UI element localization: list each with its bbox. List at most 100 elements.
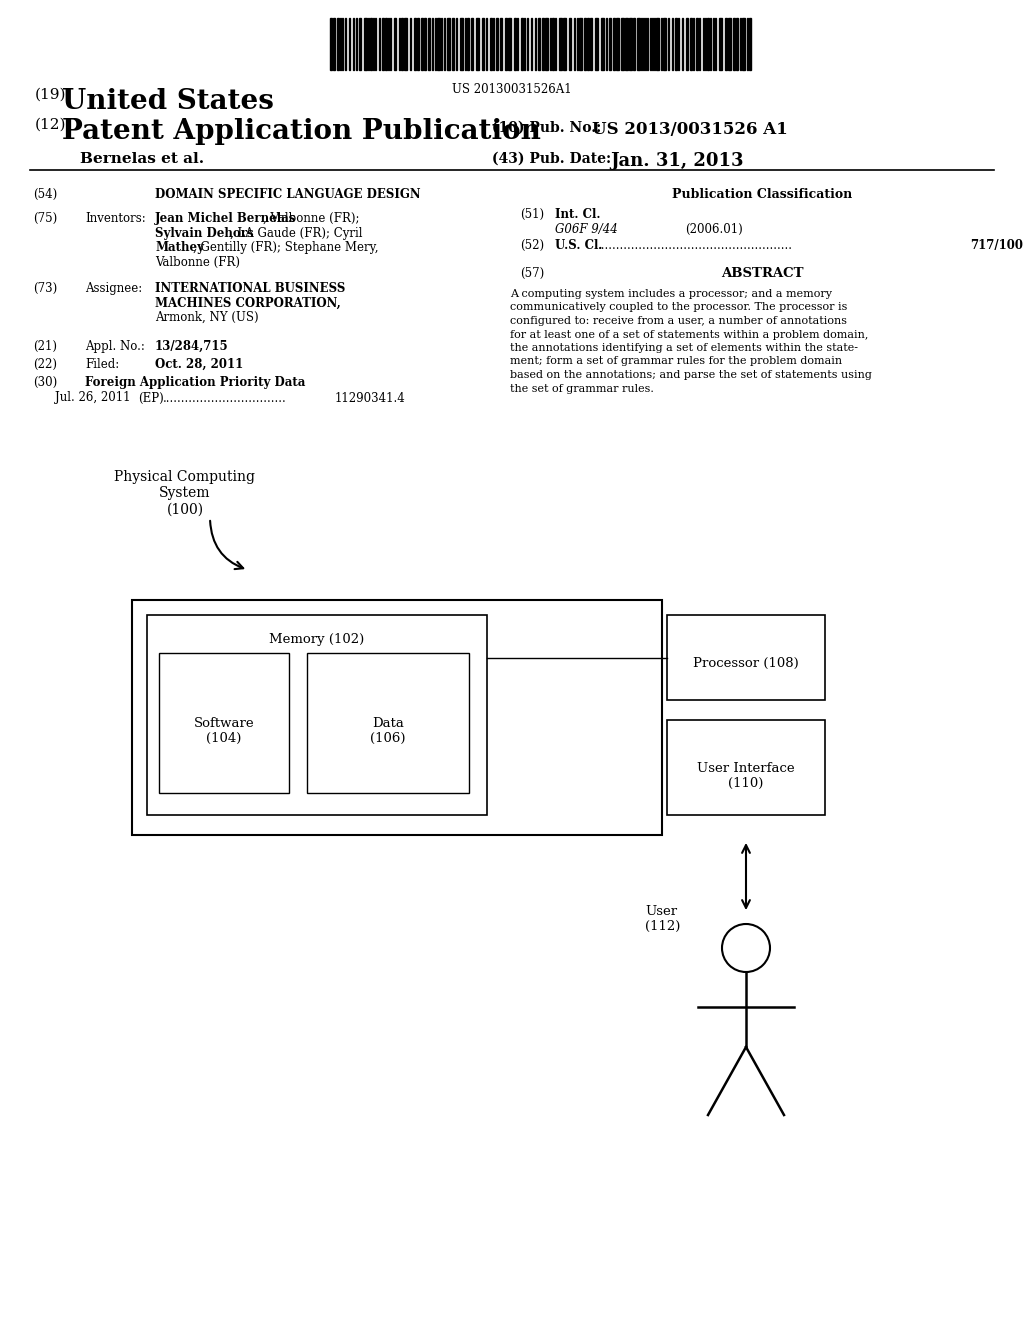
Bar: [132, 601, 662, 836]
Bar: [447, 18, 450, 70]
Bar: [359, 18, 361, 70]
Text: (57): (57): [520, 267, 544, 280]
Text: (22): (22): [33, 358, 57, 371]
Bar: [559, 18, 562, 70]
Bar: [686, 18, 688, 70]
Text: based on the annotations; and parse the set of statements using: based on the annotations; and parse the …: [510, 370, 871, 380]
Bar: [476, 18, 479, 70]
Text: 717/100: 717/100: [970, 239, 1023, 252]
Text: Foreign Application Priority Data: Foreign Application Priority Data: [85, 376, 305, 389]
Bar: [382, 18, 384, 70]
Bar: [385, 18, 387, 70]
Text: Data
(106): Data (106): [371, 717, 406, 744]
Text: 13/284,715: 13/284,715: [155, 341, 228, 352]
Bar: [725, 18, 727, 70]
Text: communicatively coupled to the processor. The processor is: communicatively coupled to the processor…: [510, 302, 848, 313]
Bar: [579, 18, 582, 70]
Bar: [621, 18, 624, 70]
Bar: [428, 18, 430, 70]
Bar: [330, 18, 332, 70]
Bar: [404, 18, 407, 70]
Bar: [159, 653, 289, 793]
Bar: [728, 18, 731, 70]
Bar: [587, 18, 589, 70]
Text: Appl. No.:: Appl. No.:: [85, 341, 144, 352]
Bar: [656, 18, 659, 70]
Bar: [545, 18, 548, 70]
Text: Processor (108): Processor (108): [693, 657, 799, 671]
Text: for at least one of a set of statements within a problem domain,: for at least one of a set of statements …: [510, 330, 868, 339]
Bar: [490, 18, 492, 70]
Bar: [633, 18, 635, 70]
Bar: [437, 18, 440, 70]
Bar: [370, 18, 372, 70]
Text: ....................................................: ........................................…: [598, 239, 793, 252]
Text: (19): (19): [35, 88, 67, 102]
Text: Jean Michel Bernelas: Jean Michel Bernelas: [155, 213, 296, 224]
Bar: [452, 18, 454, 70]
Text: (12): (12): [35, 117, 67, 132]
Text: Sylvain Dehors: Sylvain Dehors: [155, 227, 254, 239]
Bar: [505, 18, 507, 70]
FancyArrowPatch shape: [210, 521, 244, 569]
Bar: [508, 18, 511, 70]
Text: Jan. 31, 2013: Jan. 31, 2013: [610, 152, 743, 170]
Bar: [736, 18, 738, 70]
Text: INTERNATIONAL BUSINESS: INTERNATIONAL BUSINESS: [155, 282, 345, 294]
Text: , LA Gaude (FR); Cyril: , LA Gaude (FR); Cyril: [230, 227, 362, 239]
Bar: [601, 18, 604, 70]
Bar: [552, 18, 554, 70]
Text: (75): (75): [33, 213, 57, 224]
Bar: [333, 18, 335, 70]
Bar: [569, 18, 571, 70]
Text: Software
(104): Software (104): [194, 717, 254, 744]
Text: G06F 9/44: G06F 9/44: [555, 223, 617, 235]
Text: MACHINES CORPORATION,: MACHINES CORPORATION,: [155, 297, 341, 309]
Text: Filed:: Filed:: [85, 358, 119, 371]
Text: ABSTRACT: ABSTRACT: [721, 267, 803, 280]
Text: (51): (51): [520, 209, 544, 220]
Text: (43) Pub. Date:: (43) Pub. Date:: [492, 152, 611, 166]
Text: (EP): (EP): [138, 392, 164, 404]
Text: ment; form a set of grammar rules for the problem domain: ment; form a set of grammar rules for th…: [510, 356, 842, 367]
Text: (2006.01): (2006.01): [685, 223, 742, 235]
Bar: [749, 18, 751, 70]
Bar: [616, 18, 618, 70]
Text: the annotations identifying a set of elements within the state-: the annotations identifying a set of ele…: [510, 343, 858, 352]
Text: Jul. 26, 2011: Jul. 26, 2011: [55, 392, 130, 404]
Text: User Interface
(110): User Interface (110): [697, 762, 795, 789]
Text: Memory (102): Memory (102): [269, 634, 365, 645]
Text: Patent Application Publication: Patent Application Publication: [62, 117, 541, 145]
Bar: [563, 18, 566, 70]
Text: Assignee:: Assignee:: [85, 282, 142, 294]
Text: .................................: .................................: [163, 392, 287, 404]
Text: US 2013/0031526 A1: US 2013/0031526 A1: [592, 121, 787, 139]
Bar: [471, 18, 473, 70]
Bar: [609, 18, 611, 70]
Bar: [542, 18, 544, 70]
Text: 11290341.4: 11290341.4: [335, 392, 406, 404]
Bar: [707, 18, 709, 70]
Bar: [460, 18, 463, 70]
Text: , Valbonne (FR);: , Valbonne (FR);: [263, 213, 359, 224]
Bar: [675, 18, 677, 70]
Text: (52): (52): [520, 239, 544, 252]
Text: Publication Classification: Publication Classification: [672, 187, 852, 201]
Text: (54): (54): [33, 187, 57, 201]
Text: (10) Pub. No.:: (10) Pub. No.:: [492, 121, 601, 135]
Bar: [337, 18, 339, 70]
Bar: [424, 18, 426, 70]
Bar: [667, 719, 825, 814]
Bar: [496, 18, 498, 70]
Text: Mathey: Mathey: [155, 242, 204, 253]
Bar: [613, 18, 615, 70]
Text: US 20130031526A1: US 20130031526A1: [453, 83, 571, 96]
Bar: [719, 18, 722, 70]
Bar: [584, 18, 586, 70]
Text: Inventors:: Inventors:: [85, 213, 145, 224]
Text: A computing system includes a processor; and a memory: A computing system includes a processor;…: [510, 289, 831, 300]
Text: (73): (73): [33, 282, 57, 294]
Bar: [514, 18, 516, 70]
Bar: [307, 653, 469, 793]
Bar: [742, 18, 745, 70]
